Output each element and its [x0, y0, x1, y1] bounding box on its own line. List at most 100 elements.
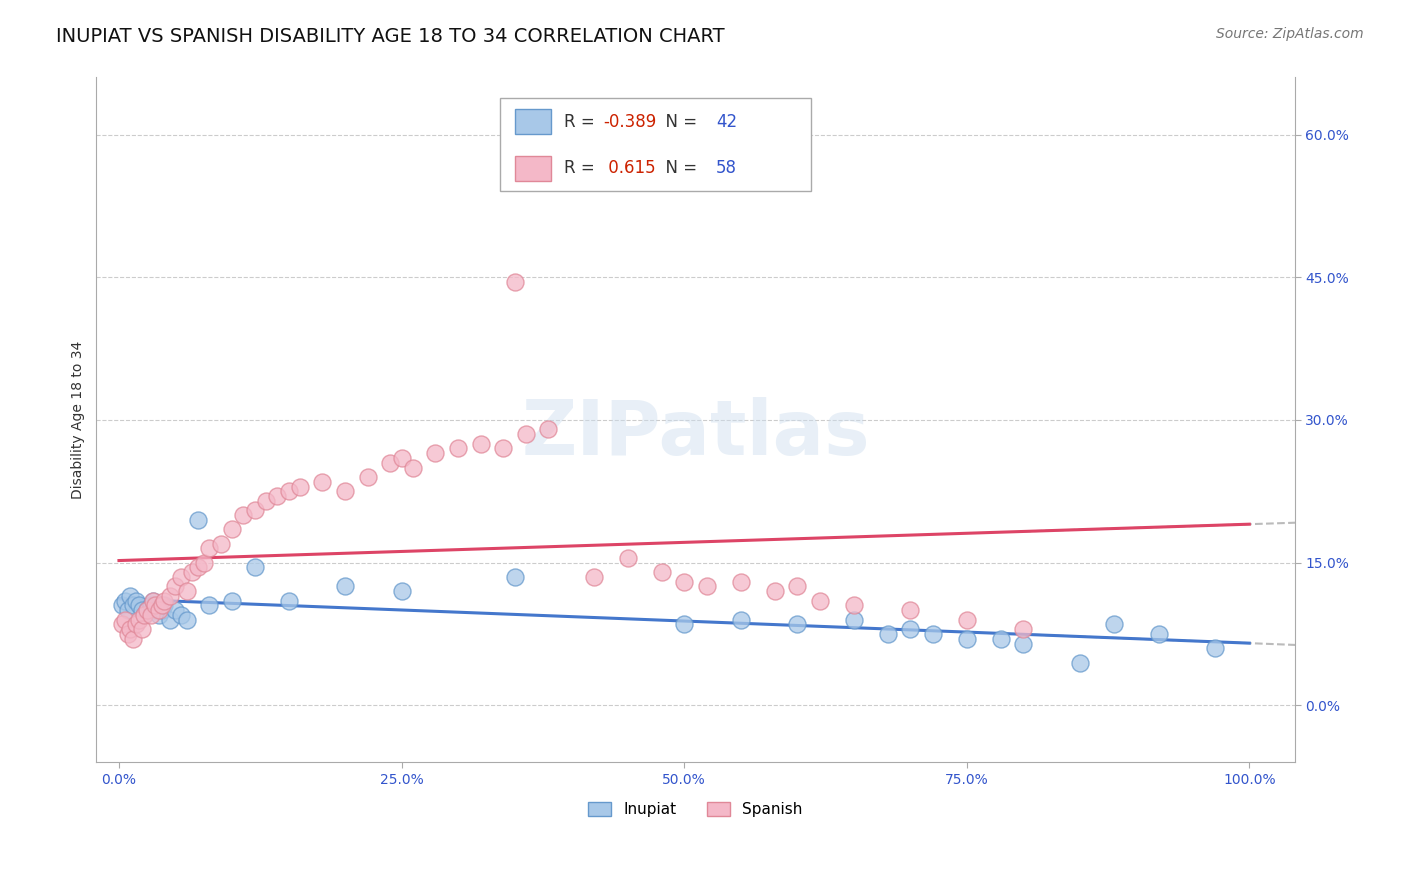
Point — [503, 570, 526, 584]
Point — [170, 607, 193, 622]
Point — [470, 436, 492, 450]
Point — [898, 603, 921, 617]
Point — [503, 275, 526, 289]
Point — [616, 550, 638, 565]
Point — [148, 607, 170, 622]
Point — [786, 579, 808, 593]
Point — [121, 632, 143, 646]
Point — [150, 603, 173, 617]
Text: N =: N = — [655, 160, 703, 178]
Point — [673, 574, 696, 589]
Point — [114, 593, 136, 607]
Point — [176, 584, 198, 599]
Point — [333, 484, 356, 499]
Point — [842, 613, 865, 627]
Point — [582, 570, 605, 584]
Point — [139, 607, 162, 622]
Point — [1204, 641, 1226, 656]
Point — [277, 593, 299, 607]
Point — [956, 613, 979, 627]
Y-axis label: Disability Age 18 to 34: Disability Age 18 to 34 — [72, 341, 86, 499]
Point — [121, 599, 143, 613]
Point — [142, 593, 165, 607]
Point — [143, 603, 166, 617]
Point — [139, 599, 162, 613]
Point — [492, 442, 515, 456]
Point — [198, 541, 221, 556]
Text: INUPIAT VS SPANISH DISABILITY AGE 18 TO 34 CORRELATION CHART: INUPIAT VS SPANISH DISABILITY AGE 18 TO … — [56, 27, 725, 45]
Point — [193, 556, 215, 570]
Point — [254, 493, 277, 508]
Point — [651, 565, 673, 579]
Point — [131, 603, 153, 617]
Point — [537, 422, 560, 436]
Point — [143, 599, 166, 613]
Point — [159, 589, 181, 603]
Point — [150, 599, 173, 613]
Point — [232, 508, 254, 522]
Point — [311, 475, 333, 489]
Point — [136, 603, 159, 617]
Text: 0.615: 0.615 — [603, 160, 657, 178]
Point — [380, 456, 402, 470]
Text: R =: R = — [564, 112, 600, 130]
Point — [170, 570, 193, 584]
Point — [132, 607, 155, 622]
Point — [730, 574, 752, 589]
Point — [243, 503, 266, 517]
Point — [808, 593, 831, 607]
Point — [159, 613, 181, 627]
Point — [165, 603, 187, 617]
Point — [842, 599, 865, 613]
Point — [1147, 627, 1170, 641]
Point — [921, 627, 943, 641]
Point — [402, 460, 425, 475]
Point — [1012, 636, 1035, 650]
Point — [1012, 622, 1035, 636]
Point — [221, 593, 243, 607]
Point — [391, 450, 413, 465]
Point — [120, 589, 142, 603]
Point — [898, 622, 921, 636]
Text: ZIPatlas: ZIPatlas — [522, 397, 870, 471]
Point — [876, 627, 898, 641]
Point — [956, 632, 979, 646]
Point — [117, 603, 139, 617]
Point — [730, 613, 752, 627]
Text: 42: 42 — [716, 112, 737, 130]
Point — [277, 484, 299, 499]
Point — [176, 613, 198, 627]
Point — [266, 489, 288, 503]
Point — [1102, 617, 1125, 632]
Point — [696, 579, 718, 593]
Point — [198, 599, 221, 613]
Point — [333, 579, 356, 593]
Point — [221, 522, 243, 536]
Text: N =: N = — [655, 112, 703, 130]
Point — [111, 599, 134, 613]
Point — [165, 579, 187, 593]
Point — [786, 617, 808, 632]
Point — [181, 565, 204, 579]
Point — [391, 584, 413, 599]
Point — [125, 593, 148, 607]
Point — [763, 584, 786, 599]
Point — [128, 613, 150, 627]
Point — [673, 617, 696, 632]
Point — [1069, 656, 1091, 670]
Point — [142, 593, 165, 607]
Point — [117, 627, 139, 641]
Text: R =: R = — [564, 160, 600, 178]
Point — [114, 613, 136, 627]
Point — [148, 603, 170, 617]
Point — [131, 622, 153, 636]
Legend: Inupiat, Spanish: Inupiat, Spanish — [582, 796, 808, 823]
Point — [111, 617, 134, 632]
Point — [125, 617, 148, 632]
Point — [187, 513, 209, 527]
Point — [447, 442, 470, 456]
Point — [515, 427, 537, 442]
Point — [132, 607, 155, 622]
Point — [209, 536, 232, 550]
Point — [120, 622, 142, 636]
